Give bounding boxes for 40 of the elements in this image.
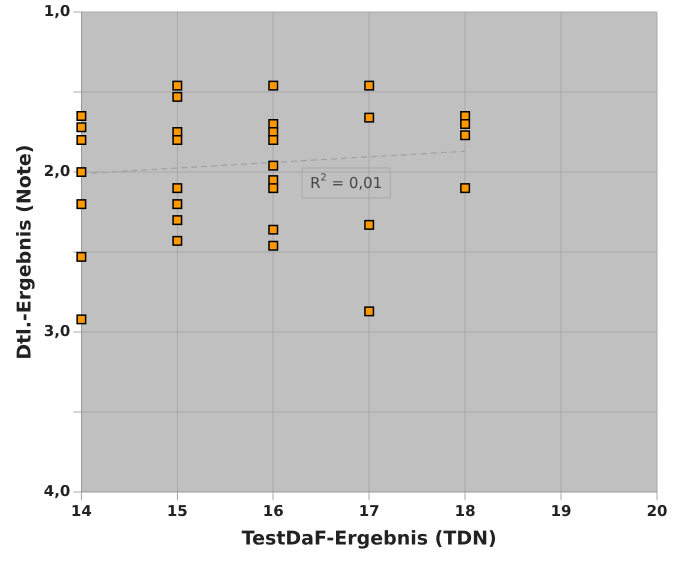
point xyxy=(76,135,86,146)
point xyxy=(364,112,374,123)
x-tick-label: 18 xyxy=(454,502,476,520)
x-tick-label: 20 xyxy=(646,502,668,520)
point xyxy=(76,167,86,178)
point xyxy=(76,314,86,324)
x-tick-label: 17 xyxy=(358,502,380,520)
y-tick-label: 2,0 xyxy=(44,162,70,180)
point xyxy=(460,183,470,194)
point xyxy=(172,183,182,194)
x-tick-label: 15 xyxy=(166,502,188,520)
point xyxy=(268,224,278,235)
y-tick-label: 1,0 xyxy=(44,2,70,20)
point xyxy=(460,119,470,130)
point xyxy=(172,215,182,226)
x-tick-label: 16 xyxy=(262,502,284,520)
point xyxy=(364,80,374,91)
y-axis-title: Dtl.-Ergebnis (Note) xyxy=(13,144,36,360)
point xyxy=(172,80,182,91)
point xyxy=(172,92,182,102)
point xyxy=(76,199,86,210)
x-axis-title: TestDaF-Ergebnis (TDN) xyxy=(242,528,497,550)
point xyxy=(76,111,86,122)
point xyxy=(76,122,86,132)
x-tick-label: 14 xyxy=(70,502,92,520)
point xyxy=(268,135,278,146)
point xyxy=(460,130,470,140)
point xyxy=(268,160,278,171)
point xyxy=(172,199,182,210)
point xyxy=(364,306,374,316)
y-tick-label: 4,0 xyxy=(44,482,70,500)
point xyxy=(172,236,182,246)
point xyxy=(76,252,86,262)
x-tick-label: 19 xyxy=(550,502,572,520)
point xyxy=(268,240,278,251)
point xyxy=(172,135,182,146)
y-tick-label: 3,0 xyxy=(44,322,70,340)
point xyxy=(364,220,374,230)
point xyxy=(268,183,278,194)
point xyxy=(268,80,278,91)
